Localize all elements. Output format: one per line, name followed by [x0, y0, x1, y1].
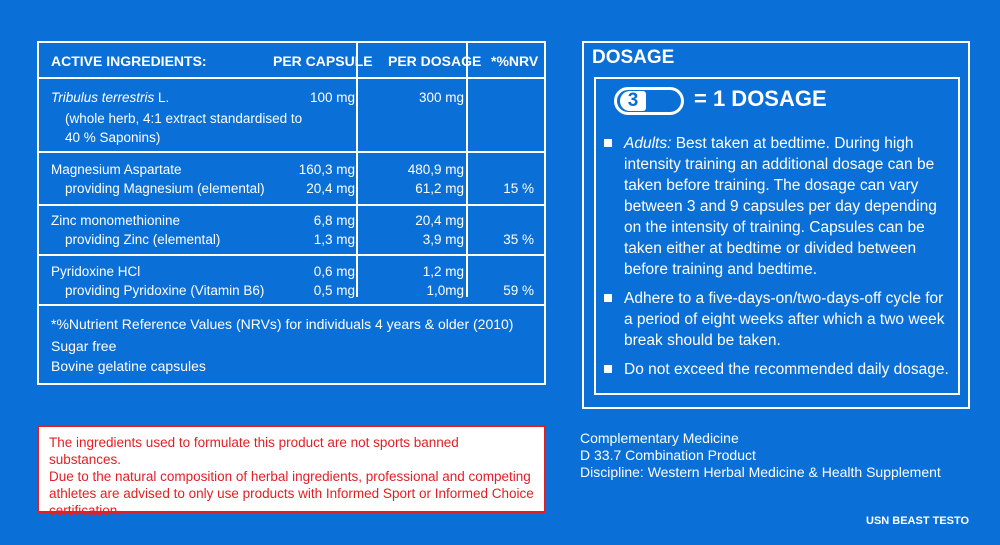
ingredient-group-magnesium: Magnesium Aspartate 160,3 mg 480,9 mg pr… [39, 153, 544, 206]
list-item: Do not exceed the recommended daily dosa… [602, 359, 954, 380]
list-item: Adhere to a five-days-on/two-days-off cy… [602, 288, 954, 351]
per-dosage-value: 1,0mg [426, 283, 464, 298]
ingredient-detail: 40 % Saponins) [65, 130, 161, 145]
dosage-equals-label: = 1 DOSAGE [694, 86, 827, 111]
per-dosage-value: 20,4 mg [415, 213, 464, 228]
ingredient-name: Pyridoxine HCl [51, 264, 141, 279]
per-capsule-value: 20,4 mg [306, 181, 355, 196]
ingredient-detail: providing Zinc (elemental) [65, 232, 221, 247]
column-divider [356, 43, 358, 297]
capsule-count: 3 [620, 91, 646, 111]
classification-line: Discipline: Western Herbal Medicine & He… [580, 464, 941, 480]
per-capsule-value: 100 mg [309, 90, 355, 105]
ingredients-panel: ACTIVE INGREDIENTS: PER CAPSULE PER DOSA… [37, 41, 546, 385]
header-per-dosage: PER DOSAGE [388, 53, 482, 69]
classification-line: D 33.7 Combination Product [580, 447, 756, 463]
nrv-footnote: *%Nutrient Reference Values (NRVs) for i… [51, 316, 514, 332]
list-item: Adults: Best taken at bedtime. During hi… [602, 133, 954, 280]
header-ingredients: ACTIVE INGREDIENTS: [51, 53, 207, 69]
warning-line: certification. [49, 503, 122, 518]
table-header: ACTIVE INGREDIENTS: PER CAPSULE PER DOSA… [39, 43, 544, 79]
header-per-capsule: PER CAPSULE [273, 53, 373, 69]
classification-line: Complementary Medicine [580, 430, 739, 446]
per-dosage-value: 300 mg [418, 90, 464, 105]
bullet-square-icon [604, 365, 612, 373]
nrv-value: 15 % [503, 181, 534, 196]
brand-label: USN BEAST TESTO [866, 515, 970, 527]
dosage-title: DOSAGE [592, 47, 675, 68]
bullet-square-icon [604, 139, 612, 147]
per-capsule-value: 1,3 mg [313, 232, 355, 247]
note-sugar-free: Sugar free [51, 338, 117, 354]
warning-line: Due to the natural composition of herbal… [49, 469, 531, 484]
ingredient-group-pyridoxine: Pyridoxine HCl 0,6 mg 1,2 mg providing P… [39, 256, 544, 306]
banned-substances-warning: The ingredients used to formulate this p… [37, 425, 546, 518]
ingredient-detail: (whole herb, 4:1 extract standardised to [65, 111, 303, 126]
per-capsule-value: 160,3 mg [298, 162, 355, 177]
ingredient-group-zinc: Zinc monomethionine 6,8 mg 20,4 mg provi… [39, 206, 544, 256]
per-capsule-value: 0,6 mg [313, 264, 355, 279]
dosage-instructions: Adults: Best taken at bedtime. During hi… [602, 133, 954, 388]
dosage-box: 3 = 1 DOSAGE Adults: Best taken at bedti… [594, 77, 960, 395]
per-dosage-value: 3,9 mg [422, 232, 464, 247]
column-divider [466, 43, 468, 297]
nrv-value: 59 % [503, 283, 534, 298]
ingredient-detail: providing Pyridoxine (Vitamin B6) [65, 283, 265, 298]
bullet-square-icon [604, 294, 612, 302]
ingredient-name: Tribulus terrestris L. [51, 90, 170, 105]
per-capsule-value: 6,8 mg [313, 213, 355, 228]
ingredient-name: Zinc monomethionine [51, 213, 181, 228]
note-capsules: Bovine gelatine capsules [51, 358, 206, 374]
warning-line: athletes are advised to only use product… [49, 486, 534, 501]
ingredient-detail: providing Magnesium (elemental) [65, 181, 265, 196]
capsule-icon: 3 [614, 87, 684, 115]
dosage-panel: DOSAGE 3 = 1 DOSAGE Adults: Best taken a… [582, 41, 970, 409]
per-dosage-value: 1,2 mg [422, 264, 464, 279]
classification-info: Complementary Medicine D 33.7 Combinatio… [580, 430, 941, 481]
ingredient-group-tribulus: Tribulus terrestris L. 100 mg 300 mg (wh… [39, 79, 544, 153]
nrv-value: 35 % [503, 232, 534, 247]
header-nrv: *%NRV [491, 53, 539, 69]
per-dosage-value: 61,2 mg [415, 181, 464, 196]
ingredient-name: Magnesium Aspartate [51, 162, 182, 177]
per-capsule-value: 0,5 mg [313, 283, 355, 298]
per-dosage-value: 480,9 mg [407, 162, 464, 177]
warning-line: The ingredients used to formulate this p… [49, 435, 459, 467]
